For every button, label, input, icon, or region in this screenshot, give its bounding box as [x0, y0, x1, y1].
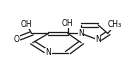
- Text: N: N: [78, 29, 84, 38]
- Text: OH: OH: [62, 19, 74, 28]
- Text: N: N: [46, 48, 51, 57]
- Text: O: O: [14, 35, 20, 44]
- Text: CH₃: CH₃: [108, 20, 122, 29]
- Text: N: N: [95, 35, 101, 44]
- Text: OH: OH: [21, 20, 33, 29]
